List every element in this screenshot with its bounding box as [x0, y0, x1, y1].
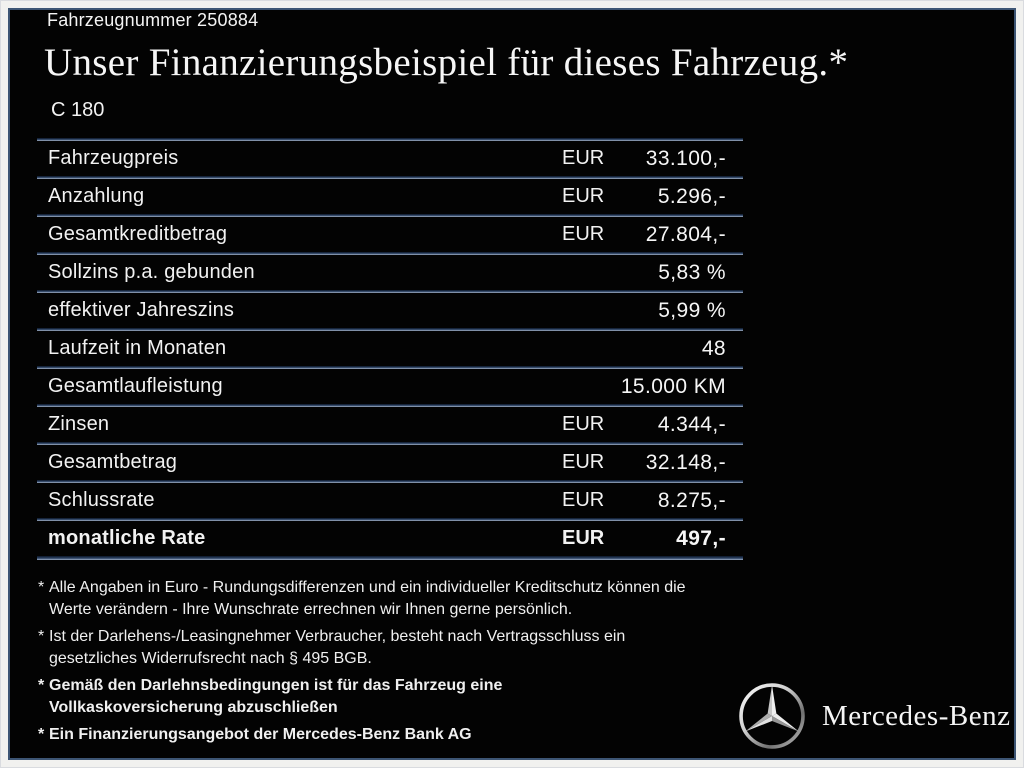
- row-value: 48: [701, 336, 726, 360]
- row-label: Laufzeit in Monaten: [48, 337, 227, 359]
- footnote: * Ein Finanzierungsangebot der Mercedes-B…: [38, 724, 750, 746]
- row-value: 5,99 %: [658, 298, 726, 322]
- row-label: Fahrzeugpreis: [48, 147, 179, 169]
- footnote-text: Alle Angaben in Euro - Rundungsdifferenz…: [49, 579, 686, 618]
- footnote-text: Gemäß den Darlehnsbedingungen ist für da…: [49, 677, 503, 716]
- row-label: effektiver Jahreszins: [48, 299, 235, 321]
- row-value: 27.804,-: [645, 222, 726, 246]
- row-currency: EUR: [562, 185, 605, 207]
- table-row: monatliche Rate EUR 497,-: [37, 518, 743, 556]
- row-currency: EUR: [562, 527, 605, 549]
- row-value: 33.100,-: [645, 146, 726, 170]
- row-currency: EUR: [562, 413, 605, 435]
- page-title: Unser Finanzierungsbeispiel für dieses F…: [44, 41, 849, 84]
- footnote-marker: *: [38, 677, 45, 694]
- footnote-text: Ist der Darlehens-/Leasingnehmer Verbrau…: [49, 628, 626, 667]
- footnote: * Alle Angaben in Euro - Rundungsdifferen…: [38, 577, 750, 620]
- row-label: Zinsen: [48, 413, 110, 435]
- row-label: monatliche Rate: [48, 527, 206, 549]
- footnote-marker: *: [38, 579, 45, 596]
- footnote: * Ist der Darlehens-/Leasingnehmer Verbra…: [38, 626, 750, 669]
- table-row: Gesamtlaufleistung 15.000 KM: [37, 366, 743, 404]
- footnote-marker: *: [38, 726, 45, 743]
- footnote: * Gemäß den Darlehnsbedingungen ist für d…: [38, 675, 750, 718]
- mercedes-star-icon: [739, 683, 805, 749]
- table-row: Gesamtbetrag EUR 32.148,-: [37, 442, 743, 480]
- table-row: Laufzeit in Monaten 48: [37, 328, 743, 366]
- row-label: Anzahlung: [48, 185, 145, 207]
- table-row: effektiver Jahreszins 5,99 %: [37, 290, 743, 328]
- row-label: Gesamtbetrag: [48, 451, 178, 473]
- row-value: 5.296,-: [657, 184, 726, 208]
- footnote-text: Ein Finanzierungsangebot der Mercedes-Be…: [49, 726, 472, 743]
- row-value: 4.344,-: [657, 412, 726, 436]
- table-row: Anzahlung EUR 5.296,-: [37, 176, 743, 214]
- row-label: Sollzins p.a. gebunden: [48, 261, 255, 283]
- row-currency: EUR: [562, 223, 605, 245]
- row-label: Gesamtkreditbetrag: [48, 223, 228, 245]
- vehicle-number: Fahrzeugnummer 250884: [47, 10, 259, 30]
- table-row: Zinsen EUR 4.344,-: [37, 404, 743, 442]
- row-currency: EUR: [562, 489, 605, 511]
- table-row: Gesamtkreditbetrag EUR 27.804,-: [37, 214, 743, 252]
- footnote-marker: *: [38, 628, 45, 645]
- row-value: 8.275,-: [657, 488, 726, 512]
- model-name: C 180: [51, 99, 105, 121]
- row-currency: EUR: [562, 147, 605, 169]
- table-row: Sollzins p.a. gebunden 5,83 %: [37, 252, 743, 290]
- finance-table: Fahrzeugpreis EUR 33.100,- Anzahlung EUR 5.29…: [37, 138, 743, 560]
- brand-area: Mercedes-Benz: [736, 680, 1010, 752]
- row-label: Schlussrate: [48, 489, 155, 511]
- row-value: 32.148,-: [645, 450, 726, 474]
- footnotes: * Alle Angaben in Euro - Rundungsdifferen…: [38, 577, 750, 752]
- row-value: 5,83 %: [658, 260, 726, 284]
- row-value: 15.000 KM: [620, 374, 726, 398]
- brand-name: Mercedes-Benz: [822, 699, 1011, 732]
- row-value: 497,-: [676, 526, 726, 550]
- table-row: Fahrzeugpreis EUR 33.100,-: [37, 138, 743, 176]
- table-row: Schlussrate EUR 8.275,-: [37, 480, 743, 518]
- row-currency: EUR: [562, 451, 605, 473]
- row-label: Gesamtlaufleistung: [48, 375, 223, 397]
